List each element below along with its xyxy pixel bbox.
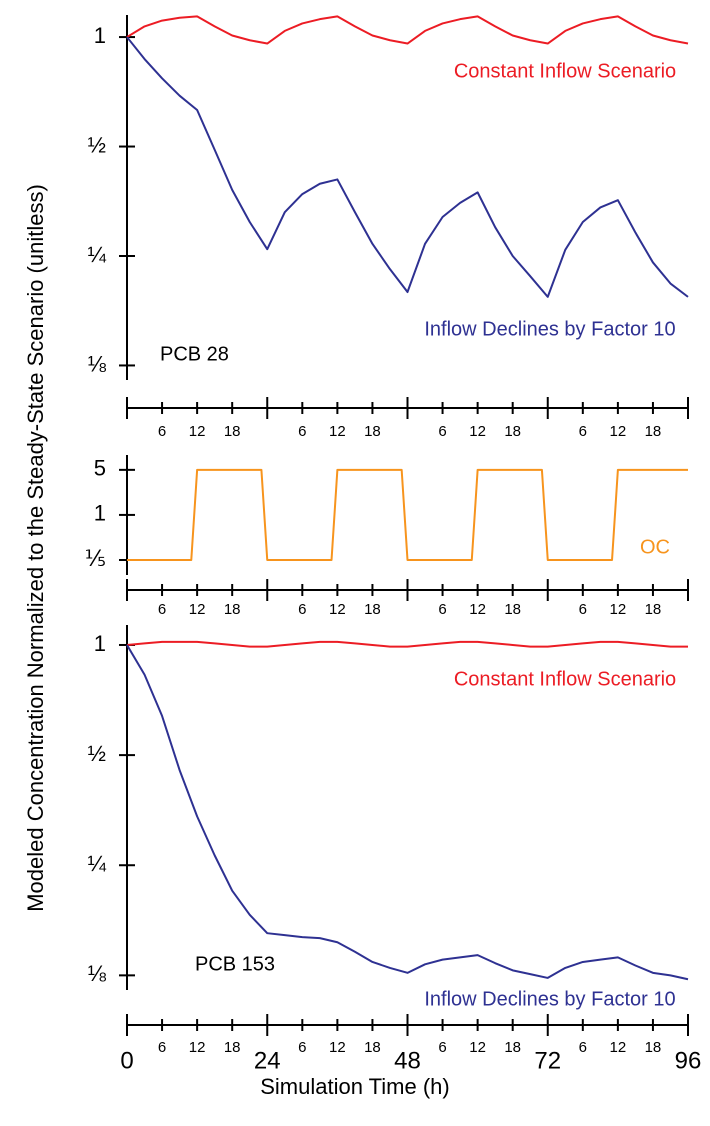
x-tick-label: 24 (254, 1047, 281, 1074)
panel-label: PCB 28 (160, 343, 229, 365)
series-label: OC (640, 536, 670, 558)
series-line (127, 468, 688, 561)
x-tick-label: 12 (189, 601, 206, 618)
y-tick-label: ⅛ (88, 961, 107, 986)
x-tick-label: 6 (298, 1039, 306, 1056)
x-tick-label: 0 (120, 1047, 133, 1074)
series-label: Inflow Declines by Factor 10 (424, 318, 675, 340)
x-tick-label: 12 (469, 423, 486, 440)
y-tick-label: 5 (94, 456, 106, 481)
x-tick-label: 18 (504, 423, 521, 440)
y-tick-label: ⅛ (88, 351, 107, 376)
x-tick-label: 6 (298, 423, 306, 440)
x-tick-label: 6 (579, 423, 587, 440)
x-tick-label: 18 (364, 601, 381, 618)
x-tick-label: 12 (189, 423, 206, 440)
x-tick-label: 6 (438, 1039, 446, 1056)
x-tick-label: 6 (438, 423, 446, 440)
x-axis-title: Simulation Time (h) (260, 1074, 450, 1099)
x-tick-label: 6 (579, 1039, 587, 1056)
x-tick-label: 6 (158, 423, 166, 440)
x-tick-label: 6 (579, 601, 587, 618)
x-tick-label: 12 (469, 601, 486, 618)
x-tick-label: 18 (645, 423, 662, 440)
y-tick-label: ⅕ (85, 546, 106, 571)
x-tick-label: 12 (329, 423, 346, 440)
x-tick-label: 18 (504, 1039, 521, 1056)
x-tick-label: 12 (610, 1039, 627, 1056)
x-tick-label: 18 (224, 423, 241, 440)
y-tick-label: 1 (94, 23, 106, 48)
series-line (126, 15, 689, 45)
series-label: Inflow Declines by Factor 10 (424, 988, 675, 1010)
x-tick-label: 18 (504, 601, 521, 618)
x-tick-label: 18 (224, 1039, 241, 1056)
y-tick-label: 1 (94, 631, 106, 656)
x-tick-label: 6 (298, 601, 306, 618)
y-tick-label: ¼ (88, 851, 107, 876)
y-tick-label: 1 (94, 501, 106, 526)
x-tick-label: 18 (364, 423, 381, 440)
series-line (126, 644, 689, 981)
x-tick-label: 18 (224, 601, 241, 618)
x-tick-label: 18 (645, 1039, 662, 1056)
x-tick-label: 72 (534, 1047, 561, 1074)
x-tick-label: 12 (610, 423, 627, 440)
series-line (126, 36, 689, 298)
x-tick-label: 18 (364, 1039, 381, 1056)
y-tick-label: ¼ (88, 242, 107, 267)
x-tick-label: 6 (158, 601, 166, 618)
series-label: Constant Inflow Scenario (454, 668, 676, 690)
y-tick-label: ½ (88, 132, 106, 157)
x-tick-label: 96 (675, 1047, 702, 1074)
x-tick-label: 12 (329, 1039, 346, 1056)
series-label: Constant Inflow Scenario (454, 60, 676, 82)
panel-label: PCB 153 (195, 953, 275, 975)
y-tick-label: ½ (88, 741, 106, 766)
x-tick-label: 6 (158, 1039, 166, 1056)
x-tick-label: 12 (189, 1039, 206, 1056)
x-tick-label: 48 (394, 1047, 421, 1074)
x-tick-label: 12 (469, 1039, 486, 1056)
x-tick-label: 12 (329, 601, 346, 618)
y-axis-title: Modeled Concentration Normalized to the … (23, 184, 48, 912)
x-tick-label: 12 (610, 601, 627, 618)
x-tick-label: 18 (645, 601, 662, 618)
x-tick-label: 6 (438, 601, 446, 618)
series-line (126, 640, 688, 648)
